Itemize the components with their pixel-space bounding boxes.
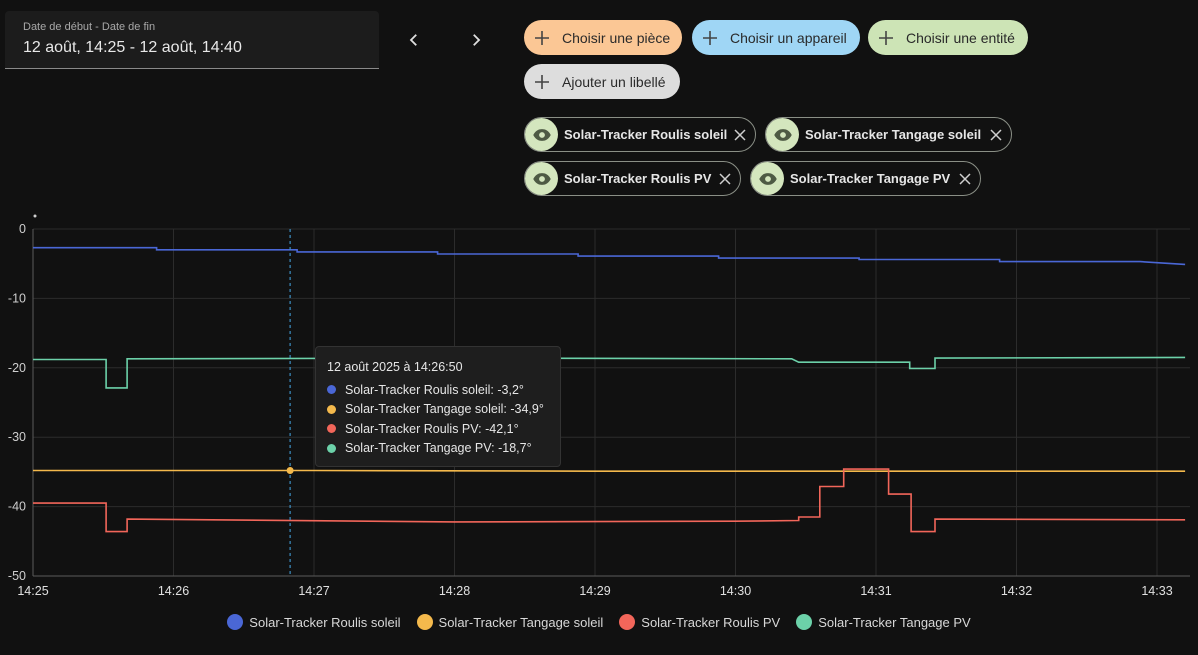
tooltip-row: Solar-Tracker Tangage PV: -18,7° bbox=[327, 439, 560, 459]
date-range-label: Date de début - Date de fin bbox=[23, 21, 156, 33]
legend-label: Solar-Tracker Roulis PV bbox=[641, 614, 781, 630]
y-tick-label: -10 bbox=[8, 291, 26, 305]
tooltip-row: Solar-Tracker Roulis PV: -42,1° bbox=[327, 419, 560, 439]
legend-item-roulis-pv[interactable]: Solar-Tracker Roulis PV bbox=[619, 614, 780, 630]
y-tick-label: -20 bbox=[8, 361, 26, 375]
entity-chip-label: Solar-Tracker Roulis PV bbox=[564, 171, 712, 186]
x-tick-label: 14:33 bbox=[1141, 584, 1172, 598]
legend-label: Solar-Tracker Roulis soleil bbox=[249, 614, 401, 630]
series-dot bbox=[327, 404, 336, 414]
tooltip-title: 12 août 2025 à 14:26:50 bbox=[327, 360, 463, 374]
legend-dot bbox=[227, 614, 244, 630]
y-tick-label: 0 bbox=[19, 222, 26, 236]
choose-device-label: Choisir un appareil bbox=[730, 29, 847, 46]
close-icon[interactable] bbox=[959, 172, 971, 185]
x-tick-label: 14:31 bbox=[860, 584, 891, 598]
chart-marker-dot bbox=[33, 214, 37, 218]
entity-chip-roulis-soleil[interactable]: Solar-Tracker Roulis soleil bbox=[524, 117, 756, 152]
tooltip-row-text: Solar-Tracker Tangage PV: -18,7° bbox=[345, 441, 532, 456]
plus-icon bbox=[703, 30, 717, 45]
close-icon[interactable] bbox=[734, 128, 746, 141]
date-range-field[interactable]: Date de début - Date de fin 12 août, 14:… bbox=[5, 11, 379, 69]
choose-device-button[interactable]: Choisir un appareil bbox=[692, 20, 860, 55]
entity-chip-roulis-pv[interactable]: Solar-Tracker Roulis PV bbox=[524, 161, 741, 196]
y-tick-label: -30 bbox=[8, 430, 26, 444]
x-tick-label: 14:25 bbox=[17, 584, 48, 598]
previous-period-button[interactable] bbox=[398, 24, 430, 56]
series-line bbox=[33, 246, 1186, 266]
series-dot bbox=[327, 385, 336, 395]
entity-chip-tangage-soleil[interactable]: Solar-Tracker Tangage soleil bbox=[765, 117, 1012, 152]
series-dot bbox=[327, 424, 336, 434]
choose-entity-label: Choisir une entité bbox=[906, 29, 1015, 46]
tooltip-row: Solar-Tracker Tangage soleil: -34,9° bbox=[327, 400, 560, 420]
series-line bbox=[33, 468, 1186, 533]
series-dot bbox=[327, 443, 336, 453]
choose-room-label: Choisir une pièce bbox=[562, 29, 671, 46]
tooltip-row: Solar-Tracker Roulis soleil: -3,2° bbox=[327, 380, 560, 400]
series-line bbox=[33, 469, 1186, 472]
legend-dot bbox=[416, 614, 433, 630]
chart-tooltip: 12 août 2025 à 14:26:50 Solar-Tracker Ro… bbox=[315, 346, 561, 467]
plus-icon bbox=[535, 74, 549, 89]
x-tick-label: 14:26 bbox=[158, 584, 189, 598]
eye-icon[interactable] bbox=[766, 118, 799, 151]
legend-item-roulis-soleil[interactable]: Solar-Tracker Roulis soleil bbox=[227, 614, 401, 630]
y-tick-label: -50 bbox=[8, 569, 26, 583]
tooltip-row-text: Solar-Tracker Roulis PV: -42,1° bbox=[345, 421, 519, 436]
series-line bbox=[33, 356, 1186, 389]
entity-chip-label: Solar-Tracker Roulis soleil bbox=[564, 127, 728, 142]
legend-dot bbox=[619, 614, 636, 630]
chevron-left-icon bbox=[409, 34, 417, 46]
legend-label: Solar-Tracker Tangage soleil bbox=[438, 614, 604, 630]
legend-label: Solar-Tracker Tangage PV bbox=[818, 614, 971, 630]
plus-icon bbox=[535, 30, 549, 45]
y-tick-label: -40 bbox=[8, 500, 26, 514]
x-tick-label: 14:30 bbox=[720, 584, 751, 598]
tooltip-row-text: Solar-Tracker Roulis soleil: -3,2° bbox=[345, 382, 524, 397]
eye-icon[interactable] bbox=[751, 162, 784, 195]
legend-item-tangage-soleil[interactable]: Solar-Tracker Tangage soleil bbox=[416, 614, 604, 630]
close-icon[interactable] bbox=[990, 128, 1002, 141]
eye-icon[interactable] bbox=[525, 118, 558, 151]
chevron-right-icon bbox=[473, 34, 481, 46]
entity-chip-label: Solar-Tracker Tangage PV bbox=[790, 171, 951, 186]
plus-icon bbox=[879, 30, 893, 45]
chart-legend: Solar-Tracker Roulis soleil Solar-Tracke… bbox=[0, 614, 1198, 630]
choose-room-button[interactable]: Choisir une pièce bbox=[524, 20, 682, 55]
x-tick-label: 14:27 bbox=[298, 584, 329, 598]
x-tick-label: 14:28 bbox=[439, 584, 470, 598]
add-label-label: Ajouter un libellé bbox=[562, 73, 666, 90]
date-range-value: 12 août, 14:25 - 12 août, 14:40 bbox=[23, 39, 242, 56]
entity-chip-label: Solar-Tracker Tangage soleil bbox=[805, 127, 982, 142]
x-tick-label: 14:29 bbox=[579, 584, 610, 598]
tooltip-row-text: Solar-Tracker Tangage soleil: -34,9° bbox=[345, 402, 544, 417]
add-label-button[interactable]: Ajouter un libellé bbox=[524, 64, 680, 99]
hover-point bbox=[286, 467, 294, 475]
close-icon[interactable] bbox=[719, 172, 731, 185]
entity-chip-tangage-pv[interactable]: Solar-Tracker Tangage PV bbox=[750, 161, 981, 196]
eye-icon[interactable] bbox=[525, 162, 558, 195]
next-period-button[interactable] bbox=[460, 24, 492, 56]
legend-item-tangage-pv[interactable]: Solar-Tracker Tangage PV bbox=[796, 614, 971, 630]
legend-dot bbox=[796, 614, 813, 630]
choose-entity-button[interactable]: Choisir une entité bbox=[868, 20, 1028, 55]
x-tick-label: 14:32 bbox=[1001, 584, 1032, 598]
